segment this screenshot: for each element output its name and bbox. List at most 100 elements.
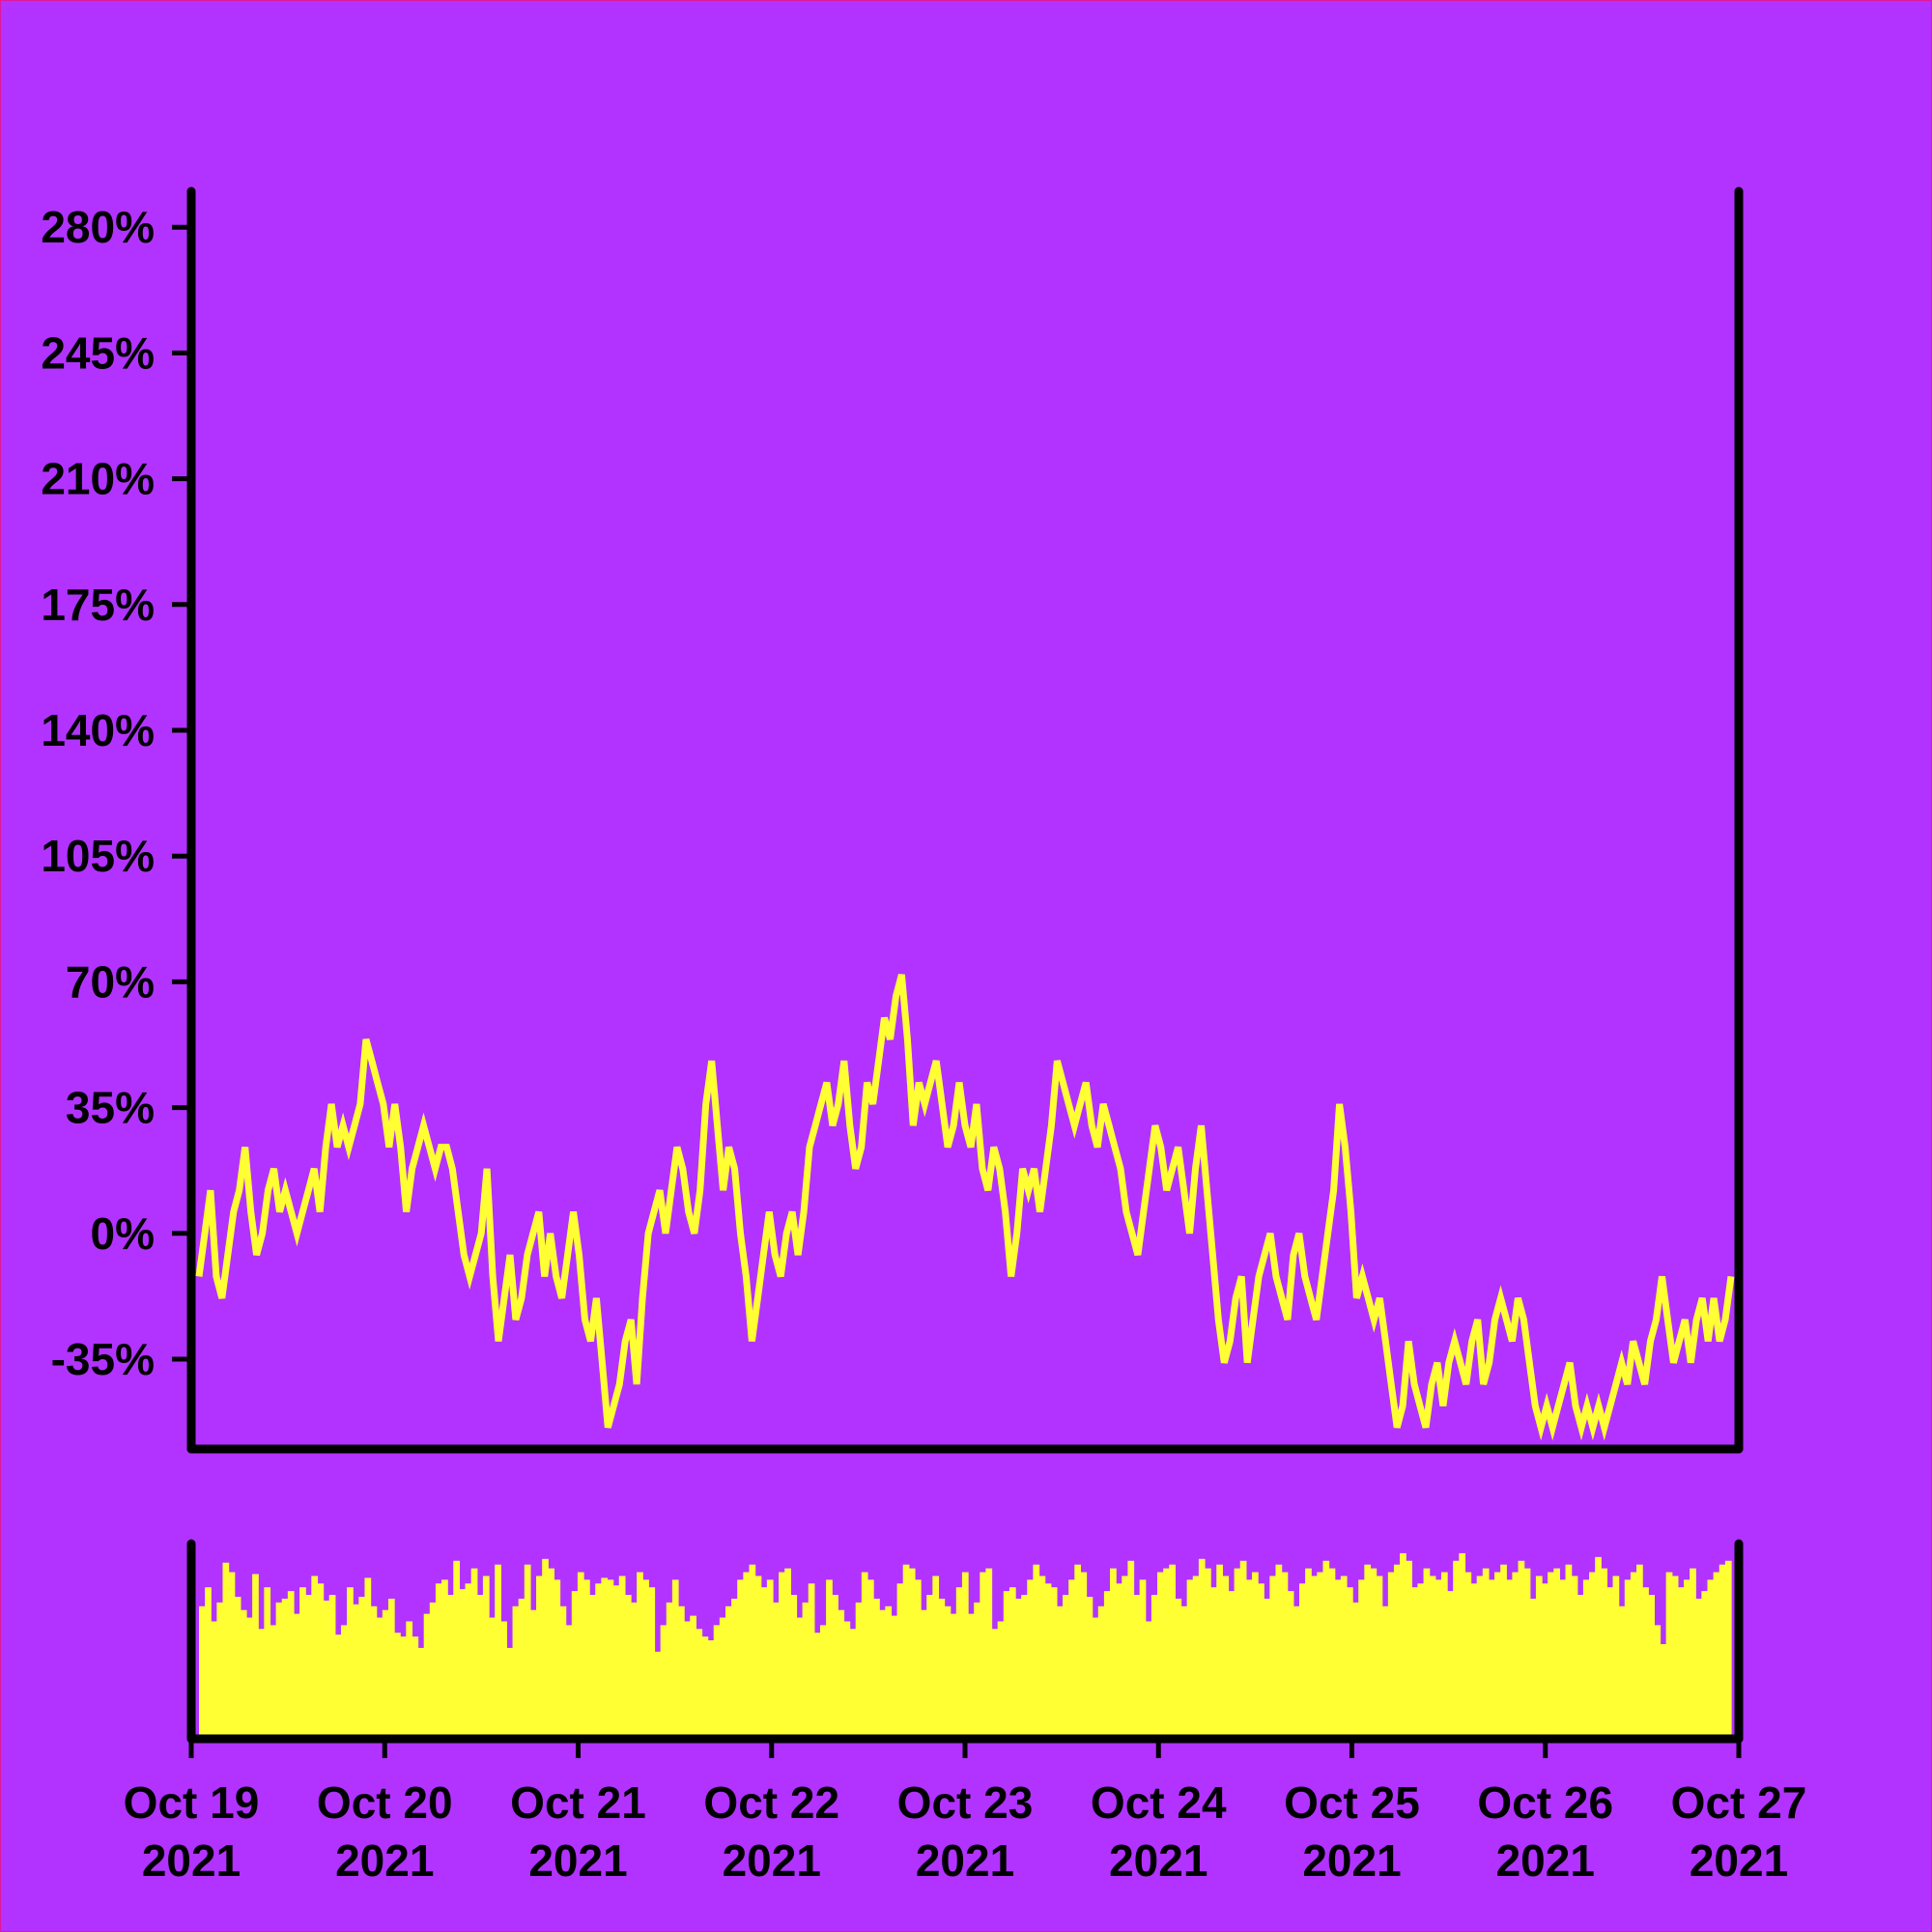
volume-bar [997,1621,1005,1739]
volume-bar [482,1576,490,1739]
volume-bar [529,1609,537,1739]
volume-bar [1322,1560,1330,1739]
volume-bar [1145,1621,1152,1739]
volume-bar [944,1605,952,1739]
volume-bar [719,1617,726,1739]
volume-bar [725,1605,732,1739]
volume-bar [577,1572,584,1739]
x-tick-label-date: Oct 24 [1091,1777,1227,1828]
volume-bar [1523,1568,1531,1739]
volume-bar [1009,1587,1016,1739]
volume-bar [417,1647,425,1739]
volume-bar [205,1587,212,1739]
volume-bar [1453,1560,1460,1739]
volume-bar [666,1602,673,1739]
x-tick-label-date: Oct 25 [1284,1777,1420,1828]
volume-bar [1086,1597,1094,1739]
volume-bar [1352,1602,1359,1739]
volume-bar [287,1591,295,1739]
volume-bar [387,1598,395,1739]
volume-bar [465,1583,472,1739]
volume-bar [637,1572,643,1739]
volume-bar [1677,1587,1685,1739]
volume-bar [607,1579,614,1739]
volume-bar [779,1572,785,1739]
volume-bar [896,1583,904,1739]
volume-bar [974,1602,980,1739]
y-tick-label: 245% [41,327,155,378]
volume-bar [1464,1572,1472,1739]
volume-bar [429,1602,437,1739]
price-panel: -35% 0% 35% 70% 105% 140% 175% 210% 245% 280% [41,186,1744,1454]
volume-bar [1003,1591,1010,1739]
x-tick-label-date: Oct 21 [510,1777,646,1828]
volume-bar [867,1579,874,1739]
volume-bar [270,1625,277,1739]
volume-bar [1210,1587,1217,1739]
volume-bar [512,1605,520,1739]
volume-bar [1494,1572,1501,1739]
volume-bar [1239,1560,1247,1739]
volume-bar [1387,1572,1395,1739]
volume-bar [583,1579,590,1739]
volume-bar [1642,1587,1649,1739]
volume-bar [1251,1572,1259,1739]
volume-bar [802,1602,810,1739]
volume-bar [323,1600,330,1739]
volume-bar [589,1595,596,1739]
volume-bar [1542,1583,1548,1739]
volume-bar [921,1609,927,1739]
volume-bar [495,1564,501,1739]
volume-bar [1393,1564,1401,1739]
volume-bar [1589,1572,1596,1739]
volume-bar [376,1617,384,1739]
volume-bar [731,1598,738,1739]
volume-bar [370,1605,378,1739]
volume-bar [1122,1576,1128,1739]
volume-bar [394,1633,401,1739]
volume-bar [1529,1598,1537,1739]
volume-bar [1506,1579,1514,1739]
volume-bar [618,1576,626,1739]
volume-bar [1636,1564,1643,1739]
x-tick-label-year: 2021 [1690,1835,1788,1886]
y-tick-label: 280% [41,202,155,252]
volume-bar [281,1598,289,1739]
x-tick-label-date: Oct 19 [124,1777,260,1828]
volume-bar [1139,1579,1147,1739]
volume-bar [1671,1576,1679,1739]
volume-bar [1400,1552,1406,1739]
volume-bar [1317,1572,1324,1739]
volume-bar [1305,1568,1312,1739]
volume-bar [222,1562,230,1739]
volume-bar [873,1598,880,1739]
volume-bar [1364,1564,1372,1739]
volume-bar [1097,1605,1105,1739]
volume-bar [1151,1595,1158,1739]
volume-bar [660,1625,668,1739]
volume-bar [406,1621,413,1739]
volume-bar [826,1579,833,1739]
y-tick-label: 70% [66,956,155,1007]
volume-bar [601,1577,609,1739]
volume-bar [1624,1579,1632,1739]
volume-bar [358,1597,366,1739]
volume-bar [1027,1579,1035,1739]
volume-bar [914,1579,922,1739]
x-tick-label-date: Oct 27 [1671,1777,1807,1828]
x-tick-label-date: Oct 22 [703,1777,839,1828]
volume-bar [1370,1568,1378,1739]
volume-bar [684,1621,691,1739]
volume-bar [1707,1579,1715,1739]
x-tick-label-year: 2021 [1109,1835,1208,1886]
volume-bar [808,1583,815,1739]
x-tick-label-year: 2021 [528,1835,627,1886]
volume-bar [264,1587,271,1739]
volume-bar [311,1576,319,1739]
volume-bar [938,1598,946,1739]
volume-bar [1518,1560,1525,1739]
volume-bar [382,1609,389,1739]
x-tick-label-year: 2021 [335,1835,434,1886]
volume-bar [838,1609,845,1739]
x-tick-label-year: 2021 [723,1835,821,1886]
